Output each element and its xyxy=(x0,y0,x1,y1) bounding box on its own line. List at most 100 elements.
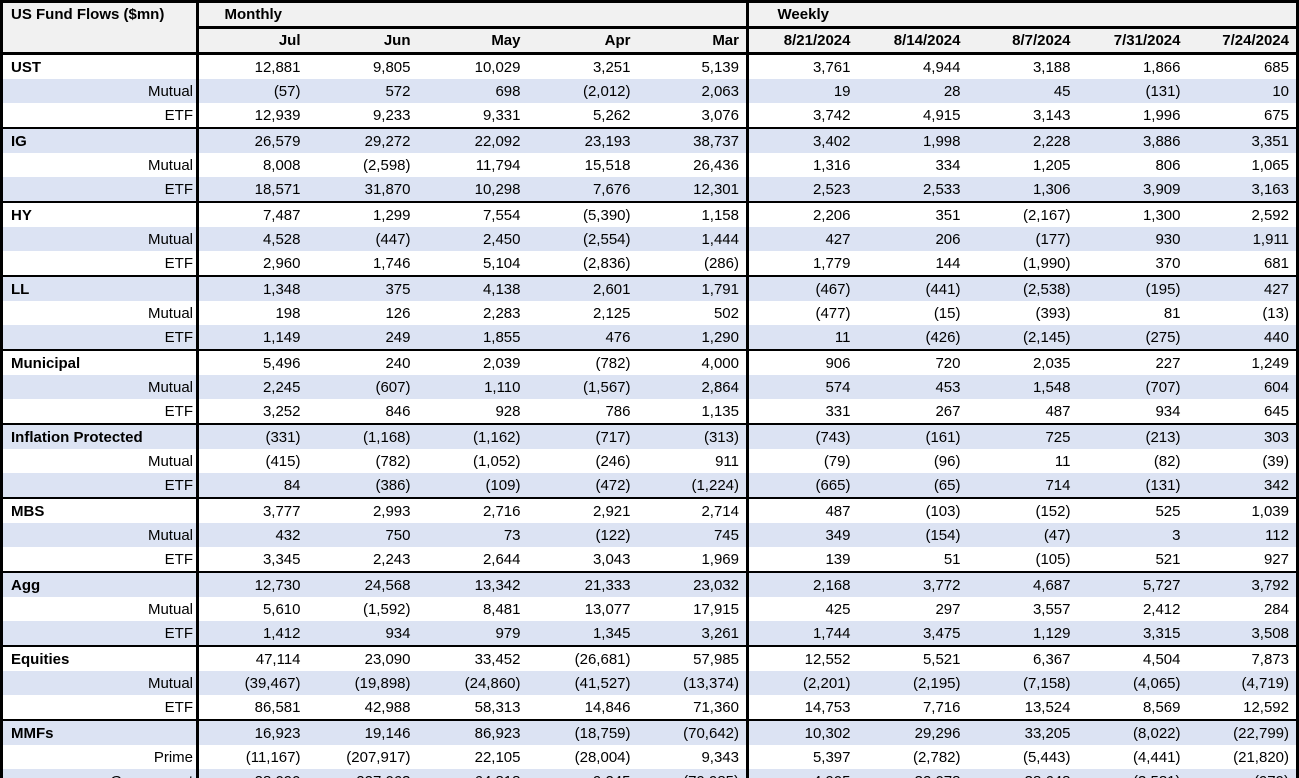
cell: (96) xyxy=(933,452,961,470)
cell: 1,290 xyxy=(701,328,739,346)
row-label-etf: ETF xyxy=(1,177,199,202)
cell: (2,201) xyxy=(746,671,858,695)
table-row: Agg 12,730 24,568 13,342 21,333 23,032 2,168 3,… xyxy=(1,571,1298,597)
cell: 12,939 xyxy=(196,103,308,128)
cell: 675 xyxy=(1263,106,1289,124)
header-spacer xyxy=(417,1,528,29)
row-label-mutual: Mutual xyxy=(1,523,199,547)
table-row: Municipal 5,496 240 2,039 (782) 4,000 906 720 2,… xyxy=(1,349,1298,375)
cell: 10 xyxy=(1272,82,1289,100)
cell: 3,792 xyxy=(1187,571,1298,597)
cell: 303 xyxy=(1187,423,1298,449)
cell: 2,168 xyxy=(746,571,858,597)
cell: 3,886 xyxy=(1077,127,1188,153)
cell: (477) xyxy=(746,301,858,325)
cell: 7,676 xyxy=(592,180,631,198)
row-label-mutual: Mutual xyxy=(1,153,199,177)
cell: 476 xyxy=(605,328,631,346)
cell: 33,452 xyxy=(417,645,528,671)
row-label-equities: Equities xyxy=(1,645,199,671)
cell: 3,909 xyxy=(1142,180,1181,198)
cell: (1,162) xyxy=(417,423,528,449)
cell: (195) xyxy=(1077,275,1188,301)
row-label-prime: Prime xyxy=(1,745,199,769)
cell: 2,228 xyxy=(967,127,1078,153)
cell: (1,567) xyxy=(582,378,631,396)
cell: (19,898) xyxy=(354,674,411,692)
cell: 5,262 xyxy=(592,106,631,124)
cell: 487 xyxy=(746,497,858,523)
row-label-agg: Agg xyxy=(1,571,199,597)
cell: 1,969 xyxy=(701,550,739,568)
cell: 2,245 xyxy=(196,375,308,399)
cell: 1,444 xyxy=(701,230,739,248)
cell: 267 xyxy=(935,402,961,420)
cell: (2,554) xyxy=(582,230,631,248)
cell: 12,552 xyxy=(746,645,858,671)
cell: 574 xyxy=(746,375,858,399)
header-spacer xyxy=(857,1,968,29)
cell: 17,915 xyxy=(693,600,739,618)
cell: 1,316 xyxy=(746,153,858,177)
row-label-government: Government xyxy=(1,769,199,778)
cell: 13,524 xyxy=(1024,698,1071,716)
table-row: ETF 3,345 2,243 2,644 3,043 1,969 139 51 (105) 52… xyxy=(1,547,1298,572)
cell: 906 xyxy=(746,349,858,375)
cell: (177) xyxy=(1035,230,1071,248)
cell: 979 xyxy=(495,624,521,642)
cell: (207,917) xyxy=(346,748,411,766)
cell: (467) xyxy=(746,275,858,301)
cell: 2,592 xyxy=(1187,201,1298,227)
cell: 28,090 xyxy=(196,769,308,778)
table-row: ETF 1,149 249 1,855 476 1,290 11 (426) (2,145) (2… xyxy=(1,325,1298,350)
table-row: ETF 84 (386) (109) (472) (1,224) (665) (65) 714 (… xyxy=(1,473,1298,498)
cell: 42,988 xyxy=(364,698,411,716)
header-spacer xyxy=(1187,1,1298,29)
cell: 2,864 xyxy=(701,378,739,396)
cell: 10,302 xyxy=(746,719,858,745)
cell: 3,076 xyxy=(701,106,739,124)
cell: (131) xyxy=(1145,476,1181,494)
cell: (13,374) xyxy=(683,674,739,692)
cell: (415) xyxy=(196,449,308,473)
cell: 26,579 xyxy=(196,127,308,153)
cell: 9,233 xyxy=(372,106,411,124)
cell: 29,296 xyxy=(857,719,968,745)
cell: 806 xyxy=(1155,156,1181,174)
cell: 11 xyxy=(746,325,858,350)
cell: 1,348 xyxy=(196,275,308,301)
cell: 9,343 xyxy=(701,748,739,766)
cell: 7,716 xyxy=(922,698,961,716)
cell: 2,283 xyxy=(482,304,521,322)
cell: 3,315 xyxy=(1142,624,1181,642)
row-label-mutual: Mutual xyxy=(1,301,199,325)
cell: 3,351 xyxy=(1187,127,1298,153)
cell: 8,481 xyxy=(482,600,521,618)
cell: 1,149 xyxy=(196,325,308,350)
table-row: Equities 47,114 23,090 33,452 (26,681) 57,985… xyxy=(1,645,1298,671)
cell: 698 xyxy=(495,82,521,100)
cell: (393) xyxy=(1035,304,1071,322)
cell: 5,727 xyxy=(1077,571,1188,597)
row-label-etf: ETF xyxy=(1,621,199,646)
cell: 685 xyxy=(1187,52,1298,79)
table-row: MBS 3,777 2,993 2,716 2,921 2,714 487 (103) (152… xyxy=(1,497,1298,523)
cell: (1,592) xyxy=(362,600,411,618)
cell: 1,249 xyxy=(1187,349,1298,375)
cell: 38,737 xyxy=(637,127,748,153)
cell: 23,032 xyxy=(637,571,748,597)
cell: 1,791 xyxy=(637,275,748,301)
cell: (154) xyxy=(925,526,961,544)
cell: (11,167) xyxy=(196,745,308,769)
column-header-apr: Apr xyxy=(527,27,638,55)
cell: 2,035 xyxy=(967,349,1078,375)
cell: 2,921 xyxy=(527,497,638,523)
cell: 4,905 xyxy=(746,769,858,778)
column-header-jun: Jun xyxy=(307,27,418,55)
cell: 15,518 xyxy=(584,156,631,174)
row-label-hy: HY xyxy=(1,201,199,227)
cell: 1,299 xyxy=(307,201,418,227)
cell: 12,730 xyxy=(196,571,308,597)
cell: (13) xyxy=(1262,304,1289,322)
